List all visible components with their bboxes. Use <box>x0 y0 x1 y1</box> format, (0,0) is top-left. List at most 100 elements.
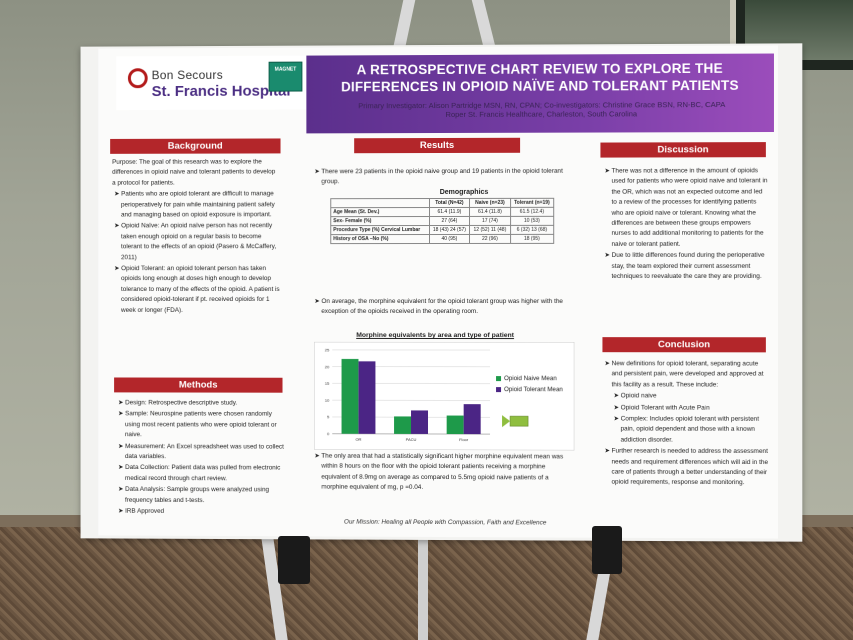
methods-bullet: ➤ Design: Retrospective descriptive stud… <box>116 398 284 409</box>
bar-floor-tolerant <box>464 404 481 434</box>
conclusion-bullet-text: New definitions for opioid tolerant, sep… <box>611 360 763 388</box>
x-tick-label: OR <box>356 437 362 442</box>
legend-swatch <box>496 376 501 381</box>
table-cell: 27 (64) <box>429 216 470 225</box>
discussion-bullet: ➤ Due to little differences found during… <box>602 251 767 282</box>
bar-or-tolerant <box>358 361 375 434</box>
results-mid-bullet: ➤ On average, the morphine equivalent fo… <box>312 297 574 318</box>
table-cell: 22 (96) <box>470 234 510 243</box>
demographics-table: Total (N=42) Naive (n=23) Tolerant (n=19… <box>330 198 554 244</box>
table-cell: Age Mean (St. Dev.) <box>331 208 429 217</box>
background-heading: Background <box>110 138 280 153</box>
results-intro-bullet: ➤ There were 23 patients in the opioid n… <box>312 167 574 188</box>
table-cell: 40 (95) <box>429 234 470 243</box>
chart-title: Morphine equivalents by area and type of… <box>350 332 520 339</box>
mission-statement: Our Mission: Healing all People with Com… <box>330 519 560 527</box>
methods-bullet: ➤ Data Collection: Patient data was pull… <box>116 463 284 484</box>
methods-bullet-text: Data Collection: Patient data was pulled… <box>125 464 280 482</box>
background-purpose: Purpose: The goal of this research was t… <box>112 157 280 188</box>
poster-title: A RETROSPECTIVE CHART REVIEW TO EXPLORE … <box>306 60 774 96</box>
legend-swatch <box>496 387 501 392</box>
conclusion-sub-bullet: ➤ Opioid Tolerant with Acute Pain <box>602 403 769 414</box>
y-tick-label: 20 <box>325 364 330 369</box>
results-closing-text: The only area that had a statistically s… <box>321 453 563 492</box>
table-header-cell <box>331 199 429 208</box>
easel-clamp-left <box>278 536 310 584</box>
table-cell: 61.5 (12.4) <box>510 207 554 216</box>
methods-bullet: ➤ Sample: Neurospine patients were chose… <box>116 410 284 441</box>
table-header-cell: Tolerant (n=19) <box>510 198 554 207</box>
conclusion-bullet: ➤ Further research is needed to address … <box>602 447 769 489</box>
table-cell: Procedure Type (%) Cervical Lumbar <box>331 226 429 235</box>
conclusion-sub-bullet-text: Opioid Tolerant with Acute Pain <box>621 404 710 411</box>
bar-pacu-tolerant <box>411 410 428 434</box>
table-header-row: Total (N=42) Naive (n=23) Tolerant (n=19… <box>331 198 554 207</box>
background-bullet: ➤ Patients who are opioid tolerant are d… <box>112 190 280 221</box>
demographics-title: Demographics <box>394 189 534 196</box>
table-cell: 18 (95) <box>510 234 554 243</box>
logo-circle-icon <box>128 68 148 88</box>
results-intro: ➤ There were 23 patients in the opioid n… <box>312 167 574 189</box>
background-bullet-text: Patients who are opioid tolerant are dif… <box>121 191 275 219</box>
y-tick-label: 25 <box>325 347 330 352</box>
methods-bullet-text: Measurement: An Excel spreadsheet was us… <box>125 443 284 460</box>
methods-bullet: ➤ Data Analysis: Sample groups were anal… <box>116 485 284 506</box>
results-heading: Results <box>354 138 520 153</box>
methods-bullet: ➤ IRB Approved <box>116 507 284 518</box>
bar-or-naive <box>342 359 359 434</box>
y-tick-label: 15 <box>325 381 330 386</box>
poster-board: Bon Secours St. Francis Hospital MAGNET … <box>81 43 803 541</box>
methods-text: ➤ Design: Retrospective descriptive stud… <box>116 398 284 518</box>
byline: Primary Investigator: Alison Partridge M… <box>326 100 758 120</box>
morphine-chart: 0 5 10 15 20 25 OR PACU Floor Opioid Naive Mean… <box>314 342 574 451</box>
conclusion-sub-bullet: ➤ Opioid naive <box>602 392 769 403</box>
discussion-text: ➤ There was not a difference in the amou… <box>602 166 767 283</box>
methods-bullet-text: Data Analysis: Sample groups were analyz… <box>125 486 269 504</box>
legend-label: Opioid Naive Mean <box>504 375 557 382</box>
table-header-cell: Naive (n=23) <box>470 198 510 207</box>
logo-line1: Bon Secours <box>152 68 223 82</box>
table-cell: 12 (52) 11 (48) <box>470 225 510 234</box>
background-bullet: ➤ Opioid Naïve: An opioid naïve person h… <box>112 222 280 264</box>
easel-clamp-right <box>592 526 622 574</box>
methods-bullet-text: Design: Retrospective descriptive study. <box>125 399 237 406</box>
methods-bullet: ➤ Measurement: An Excel spreadsheet was … <box>116 442 284 463</box>
background-bullet: ➤ Opioid Tolerant: an opioid tolerant pe… <box>112 264 280 316</box>
background-bullet-text: Opioid Naïve: An opioid naïve person has… <box>121 223 276 261</box>
legend-label: Opioid Tolerant Mean <box>504 386 563 393</box>
table-cell: 17 (74) <box>470 216 510 225</box>
results-closing-bullet: ➤ The only area that had a statistically… <box>312 452 574 495</box>
table-row: Sex- Female (%) 27 (64) 17 (74) 10 (53) <box>331 216 554 225</box>
table-row: Procedure Type (%) Cervical Lumbar 18 (4… <box>331 225 554 234</box>
methods-bullet-text: Sample: Neurospine patients were chosen … <box>125 411 277 439</box>
bar-pacu-naive <box>394 416 411 434</box>
conclusion-sub-bullet-text: Complex: Includes opioid tolerant with p… <box>621 415 760 443</box>
magnet-badge: MAGNET <box>269 62 303 92</box>
table-cell: 18 (43) 24 (57) <box>429 225 470 234</box>
results-closing: ➤ The only area that had a statistically… <box>312 452 574 496</box>
table-cell: 6 (32) 13 (68) <box>510 225 554 234</box>
conclusion-sub-bullet-text: Opioid naive <box>621 393 657 400</box>
background-bullet-text: Opioid Tolerant: an opioid tolerant pers… <box>121 265 280 313</box>
x-tick-label: PACU <box>406 437 417 442</box>
results-mid-text: On average, the morphine equivalent for … <box>321 298 563 315</box>
conclusion-sub-bullet: ➤ Complex: Includes opioid tolerant with… <box>602 414 769 446</box>
title-banner: A RETROSPECTIVE CHART REVIEW TO EXPLORE … <box>306 54 774 134</box>
table-cell: 61.4 (11.8) <box>470 207 510 216</box>
methods-heading: Methods <box>114 377 282 392</box>
x-tick-label: Floor <box>459 437 469 442</box>
y-tick-label: 10 <box>325 398 330 403</box>
table-row: History of OSA –No (%) 40 (95) 22 (96) 1… <box>331 234 554 243</box>
table-header-cell: Total (N=42) <box>429 198 470 207</box>
background-text: Purpose: The goal of this research was t… <box>112 157 280 317</box>
table-cell: 61.4 (11.9) <box>429 207 470 216</box>
table-cell: History of OSA –No (%) <box>331 235 429 244</box>
results-mid: ➤ On average, the morphine equivalent fo… <box>312 297 574 319</box>
results-intro-text: There were 23 patients in the opioid nai… <box>321 168 563 186</box>
conclusion-bullet-text: Further research is needed to address th… <box>611 448 768 487</box>
discussion-heading: Discussion <box>600 142 765 158</box>
research-poster: Bon Secours St. Francis Hospital MAGNET … <box>98 45 778 538</box>
conclusion-heading: Conclusion <box>602 337 765 352</box>
discussion-bullet-text: There was not a difference in the amount… <box>611 167 767 247</box>
byline-institution: Roper St. Francis Healthcare, Charleston… <box>326 109 758 119</box>
